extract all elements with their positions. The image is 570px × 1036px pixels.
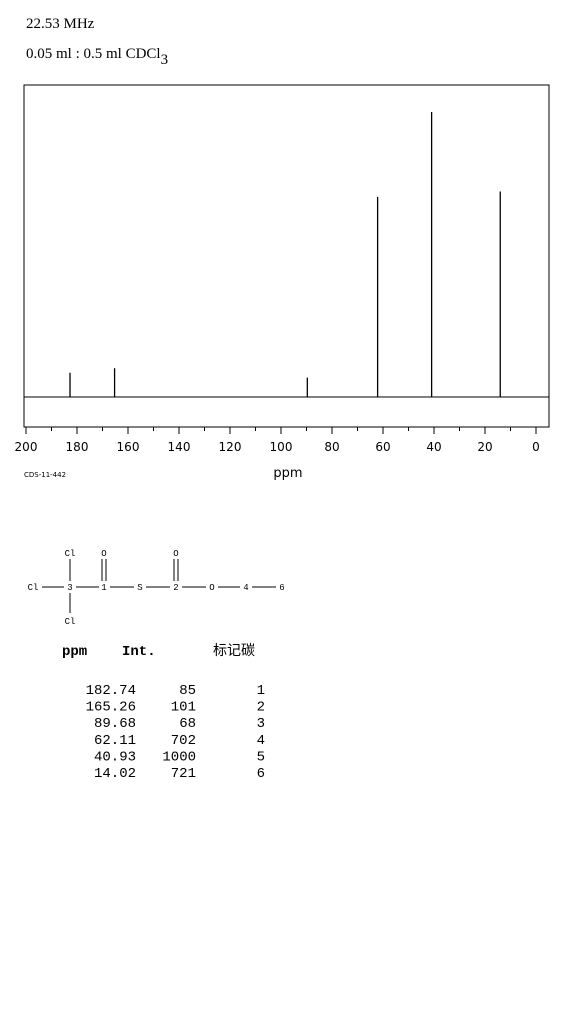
x-tick-label: 60 [375,440,390,454]
x-tick-label: 80 [324,440,339,454]
x-tick-label: 0 [532,440,540,454]
table-intensity: 1000 [162,749,196,765]
code: CDS-11-442 [24,471,66,479]
atom-label: Cl [65,617,76,627]
table-intensity: 702 [171,733,196,749]
table-ppm: 182.74 [86,683,136,699]
table-intensity: 68 [179,716,196,732]
atom-label: Cl [65,549,76,559]
x-tick-label: 200 [15,440,38,454]
table-intensity: 721 [171,766,196,782]
table-carbon: 5 [257,749,265,765]
x-tick-label: 20 [477,440,492,454]
atom-label: S [137,583,142,593]
table-ppm: 89.68 [94,716,136,732]
table-header: 标记碳 [213,643,255,659]
x-tick-label: 140 [168,440,191,454]
x-tick-label: 160 [117,440,140,454]
x-tick-label: 180 [66,440,89,454]
table-ppm: 14.02 [94,766,136,782]
table-ppm: 40.93 [94,749,136,765]
plot-frame [23,84,550,428]
table-carbon: 4 [257,733,265,749]
table-carbon: 6 [257,766,265,782]
atom-label: 1 [101,583,106,593]
x-tick-label: 100 [270,440,293,454]
x-tick-label: 120 [219,440,242,454]
solvent-subscript: 3 [161,52,169,68]
atom-label: O [209,583,214,593]
frequency: 22.53 MHz [26,16,95,32]
table-ppm: 165.26 [86,700,136,716]
table-intensity: 85 [179,683,196,699]
atom-label: Cl [28,583,39,593]
table-carbon: 3 [257,716,265,732]
structure-bonds [42,559,276,613]
atom-label: O [173,549,178,559]
solvent-text: 0.05 ml : 0.5 ml CDCl [26,46,161,62]
atom-label: 2 [173,583,178,593]
atom-label: O [101,549,106,559]
table-intensity: 101 [171,700,196,716]
table-header: ppm [62,644,87,660]
atom-label: 4 [243,583,248,593]
table-carbon: 1 [257,683,265,699]
table-header: Int. [122,644,156,660]
x-axis-label: ppm [273,466,302,481]
table-ppm: 62.11 [94,733,136,749]
atom-label: 6 [279,583,284,593]
table-carbon: 2 [257,700,265,716]
atom-label: 3 [67,583,72,593]
solvent: 0.05 ml : 0.5 ml CDCl3 [26,46,168,68]
x-tick-label: 40 [426,440,441,454]
